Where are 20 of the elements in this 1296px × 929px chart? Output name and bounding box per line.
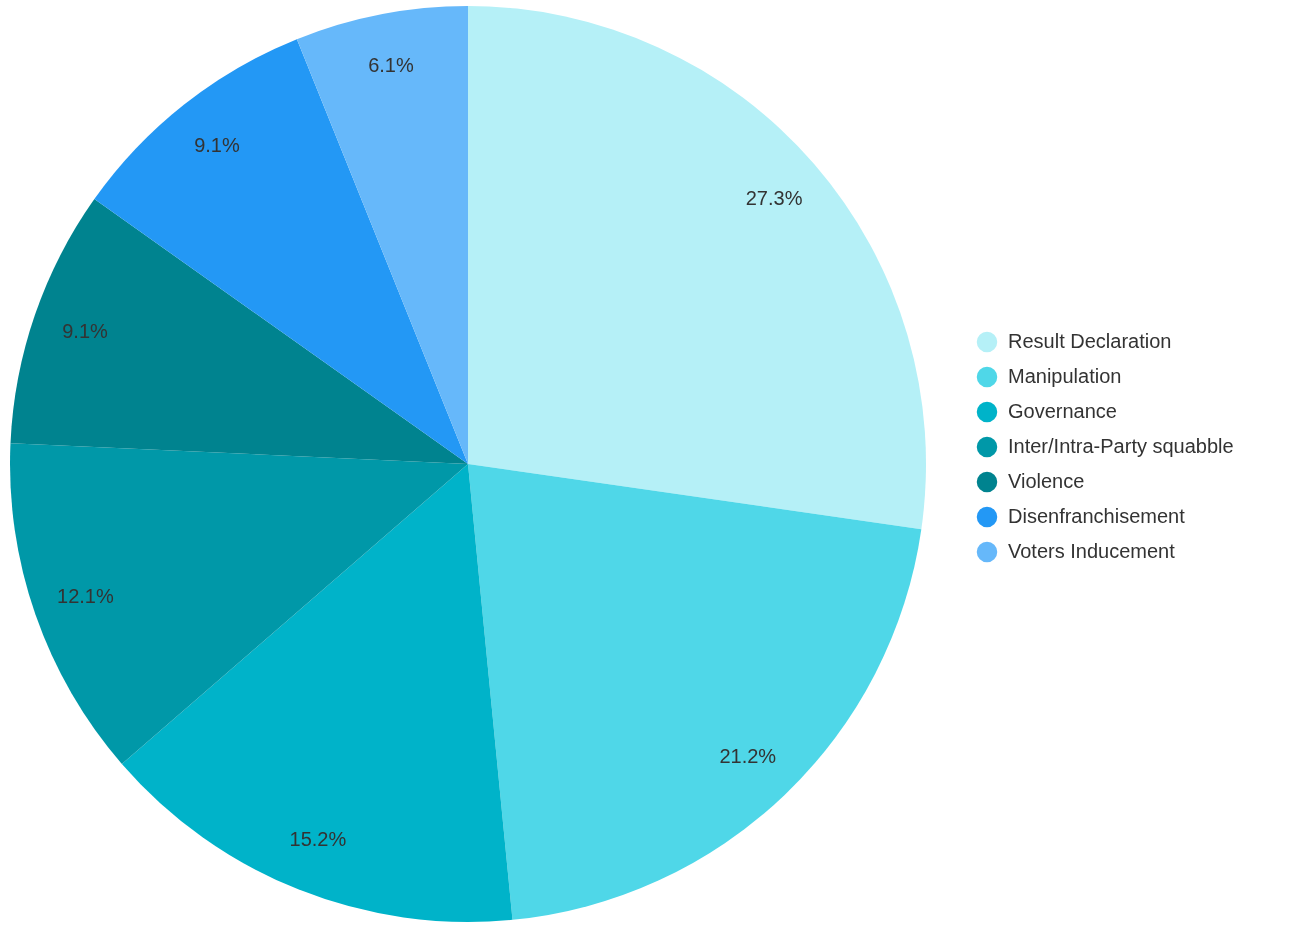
data-label: 21.2% <box>719 744 777 767</box>
pie-slice <box>468 464 922 920</box>
data-label: 6.1% <box>368 54 414 77</box>
legend-label: Result Declaration <box>1008 330 1172 352</box>
data-label: 12.1% <box>57 584 114 607</box>
pie-slice <box>296 6 468 464</box>
legend-label: Manipulation <box>1008 365 1122 387</box>
data-label: 9.1% <box>194 134 240 157</box>
legend-label: Voters Inducement <box>1008 540 1176 562</box>
pie-slice <box>10 199 468 464</box>
legend-label: Violence <box>1008 470 1085 492</box>
pie-slice <box>10 443 468 764</box>
legend-label: Inter/Intra-Party squabble <box>1008 435 1234 457</box>
data-label: 15.2% <box>289 828 347 851</box>
legend-label: Governance <box>1008 400 1117 422</box>
pie-slice <box>121 464 513 922</box>
data-label: 27.3% <box>745 186 803 209</box>
pie-slice <box>468 6 926 530</box>
data-label: 9.1% <box>62 320 108 343</box>
legend-label: Disenfranchisement <box>1008 505 1186 527</box>
